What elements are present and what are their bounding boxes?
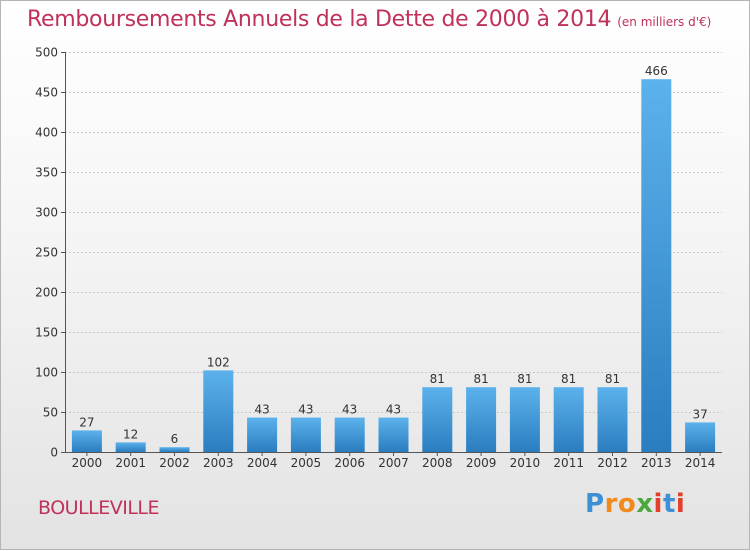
chart-title: Remboursements Annuels de la Dette de 20… bbox=[27, 7, 711, 32]
bar bbox=[685, 422, 716, 452]
data-label: 43 bbox=[386, 403, 401, 417]
y-tick-label: 450 bbox=[35, 86, 58, 100]
tick-labels: 0 50 100 150 200 250 300 350 400 450 500 2000 2001 20… bbox=[35, 46, 715, 471]
bar bbox=[290, 417, 321, 452]
bar bbox=[466, 387, 497, 452]
proxiti-logo: Proxiti bbox=[585, 489, 685, 519]
x-tick-label: 2007 bbox=[378, 456, 409, 470]
data-label: 27 bbox=[79, 415, 94, 429]
bar bbox=[378, 417, 409, 452]
data-label: 81 bbox=[430, 372, 445, 386]
x-tick-label: 2003 bbox=[203, 456, 234, 470]
data-label: 81 bbox=[605, 372, 620, 386]
data-label: 43 bbox=[342, 403, 357, 417]
y-tick-label: 500 bbox=[35, 46, 58, 60]
x-tick-label: 2011 bbox=[553, 456, 584, 470]
logo-letter: x bbox=[636, 489, 654, 519]
x-tick-label: 2006 bbox=[334, 456, 365, 470]
data-label: 37 bbox=[692, 407, 707, 421]
y-tick-label: 150 bbox=[35, 326, 58, 340]
bar bbox=[509, 387, 540, 452]
data-label: 43 bbox=[298, 403, 313, 417]
data-label: 43 bbox=[254, 403, 269, 417]
y-tick-label: 350 bbox=[35, 166, 58, 180]
logo-letter: r bbox=[604, 489, 618, 519]
logo-letter: i bbox=[653, 489, 663, 519]
x-tick-label: 2000 bbox=[72, 456, 103, 470]
bar bbox=[203, 370, 234, 452]
bar bbox=[641, 79, 672, 452]
x-tick-label: 2001 bbox=[115, 456, 146, 470]
y-tick-label: 200 bbox=[35, 286, 58, 300]
data-labels: 27 12 6 102 43 43 43 43 81 81 81 81 81 466 37 bbox=[79, 64, 707, 446]
y-tick-label: 400 bbox=[35, 126, 58, 140]
bar bbox=[159, 447, 190, 452]
x-tick-label: 2010 bbox=[510, 456, 541, 470]
x-tick-label: 2014 bbox=[685, 456, 716, 470]
bar bbox=[597, 387, 628, 452]
chart-subtitle: (en milliers d'€) bbox=[617, 15, 712, 29]
x-tick-label: 2005 bbox=[291, 456, 322, 470]
data-label: 81 bbox=[473, 372, 488, 386]
y-tick-label: 50 bbox=[43, 406, 58, 420]
bar bbox=[71, 430, 102, 452]
bar bbox=[422, 387, 453, 452]
data-label: 81 bbox=[561, 372, 576, 386]
bar bbox=[334, 417, 365, 452]
x-tick-label: 2012 bbox=[597, 456, 628, 470]
data-label: 6 bbox=[171, 432, 179, 446]
data-label: 466 bbox=[645, 64, 668, 78]
x-tick-label: 2002 bbox=[159, 456, 190, 470]
logo-letter: o bbox=[617, 489, 637, 519]
logo-letter: i bbox=[675, 489, 686, 519]
bar bbox=[553, 387, 584, 452]
data-label: 102 bbox=[207, 355, 230, 369]
place-name: BOULLEVILLE bbox=[38, 497, 160, 519]
bar bbox=[247, 417, 278, 452]
data-label: 81 bbox=[517, 372, 532, 386]
logo-letter: P bbox=[585, 489, 605, 519]
x-tick-label: 2004 bbox=[247, 456, 278, 470]
x-tick-label: 2008 bbox=[422, 456, 453, 470]
bars bbox=[71, 79, 716, 452]
y-tick-label: 300 bbox=[35, 206, 58, 220]
axes bbox=[61, 52, 722, 456]
title-text: Remboursements Annuels de la Dette de 20… bbox=[27, 7, 612, 32]
y-tick-label: 250 bbox=[35, 246, 58, 260]
logo-letter: t bbox=[662, 489, 676, 519]
x-tick-label: 2013 bbox=[641, 456, 672, 470]
y-tick-label: 0 bbox=[50, 446, 58, 460]
x-tick-label: 2009 bbox=[466, 456, 497, 470]
y-tick-label: 100 bbox=[35, 366, 58, 380]
data-label: 12 bbox=[123, 427, 138, 441]
bar bbox=[115, 442, 146, 452]
